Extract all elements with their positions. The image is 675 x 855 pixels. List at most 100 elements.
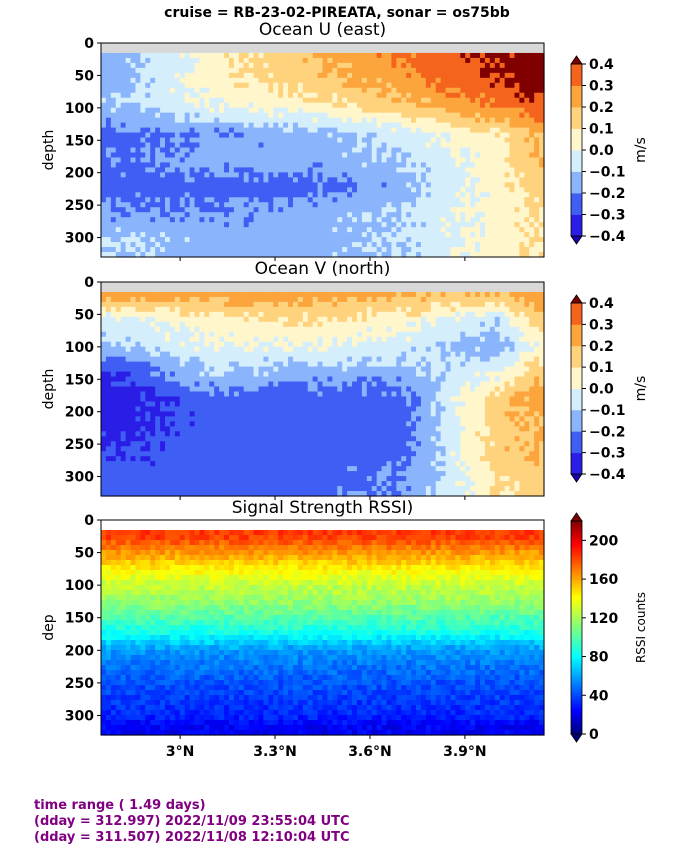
colorbar-band xyxy=(571,171,582,194)
y-tick-label: 100 xyxy=(65,101,94,117)
colorbar-tick-label: 40 xyxy=(589,688,609,704)
colorbar-tick-label: −0.3 xyxy=(589,208,626,224)
colorbar-tick-label: 0.4 xyxy=(589,57,614,73)
colorbar-tick-label: −0.2 xyxy=(589,424,626,440)
colorbar-tick-label: 160 xyxy=(589,572,618,588)
y-axis-label: depth xyxy=(41,130,57,171)
colorbar-band xyxy=(571,367,582,389)
time-range-footer: time range ( 1.49 days) (dday = 312.997)… xyxy=(34,798,350,846)
y-tick-label: 200 xyxy=(65,166,94,182)
colorbar-tick-label: −0.4 xyxy=(589,467,626,483)
colorbar-extend-low xyxy=(570,473,583,483)
colorbar-tick-label: 0.3 xyxy=(589,79,614,95)
colorbar-band xyxy=(571,150,582,172)
y-tick-label: 200 xyxy=(65,405,94,421)
colorbar-band xyxy=(571,303,582,325)
x-tick-label: 3.6°N xyxy=(348,744,392,760)
colorbar-gradient xyxy=(571,521,582,734)
y-tick-label: 0 xyxy=(84,275,94,291)
colorbar-extend-high xyxy=(570,512,583,522)
y-tick-label: 100 xyxy=(65,340,94,356)
start-time-line: (dday = 311.507) 2022/11/08 12:10:04 UTC xyxy=(34,830,350,845)
panel-title: Signal Strength RSSI) xyxy=(232,498,414,518)
y-tick-label: 250 xyxy=(65,676,94,692)
y-tick-label: 150 xyxy=(65,133,94,149)
y-axis-label: depth xyxy=(41,369,57,410)
colorbar-tick-label: 0.0 xyxy=(589,382,614,398)
suptitle: cruise = RB-23-02-PIREATA, sonar = os75b… xyxy=(164,5,510,21)
colorbar-tick-label: −0.1 xyxy=(589,403,626,419)
panel-title: Ocean V (north) xyxy=(255,259,391,279)
y-tick-label: 150 xyxy=(65,372,94,388)
colorbar: 0.4 0.3 0.2 0.1 0.0 −0.1 −0.2 −0.3 −0.4 m/s xyxy=(570,55,649,245)
field-cells xyxy=(101,43,545,258)
end-time-line: (dday = 312.997) 2022/11/09 23:55:04 UTC xyxy=(34,814,350,829)
colorbar-band xyxy=(571,388,582,411)
y-tick-label: 50 xyxy=(75,546,95,562)
panel-ocean-u: Ocean U (east) 0 50 100 150 200 250 300 depth 0.4… xyxy=(41,20,649,261)
colorbar-label: m/s xyxy=(633,137,649,163)
y-tick-label: 0 xyxy=(84,36,94,52)
colorbar: 200 160 120 80 40 0 RSSI counts xyxy=(570,512,648,743)
colorbar-tick-label: 0.2 xyxy=(589,100,614,116)
colorbar-band xyxy=(571,431,582,454)
colorbar-extend-low xyxy=(570,733,583,743)
colorbar-band xyxy=(571,452,582,475)
colorbar-frame xyxy=(570,520,583,735)
y-tick-label: 300 xyxy=(65,708,94,724)
colorbar-tick-label: −0.4 xyxy=(589,229,626,245)
colorbar: 0.4 0.3 0.2 0.1 0.0 −0.1 −0.2 −0.3 −0.4 m/s xyxy=(570,294,649,483)
y-tick-label: 50 xyxy=(75,68,95,84)
colorbar-tick-label: 0.4 xyxy=(589,296,614,312)
colorbar-tick-label: 80 xyxy=(589,650,609,666)
x-tick-label: 3°N xyxy=(166,744,194,760)
colorbar-tick-label: 0.0 xyxy=(589,143,614,159)
colorbar-band xyxy=(571,345,582,368)
y-tick-label: 50 xyxy=(75,307,95,323)
colorbar-tick-label: 200 xyxy=(589,533,618,549)
y-tick-label: 300 xyxy=(65,470,94,486)
colorbar-label: RSSI counts xyxy=(634,592,648,663)
colorbar-tick-label: −0.1 xyxy=(589,165,626,181)
colorbar-band xyxy=(571,128,582,151)
axes-frame xyxy=(100,519,545,736)
y-tick-label: 150 xyxy=(65,611,94,627)
colorbar-extend-low xyxy=(570,235,583,245)
colorbar-tick-label: 120 xyxy=(589,611,618,627)
x-tick-label: 3.3°N xyxy=(253,744,297,760)
y-tick-label: 250 xyxy=(65,198,94,214)
y-tick-label: 250 xyxy=(65,437,94,453)
field-cells xyxy=(101,520,545,736)
colorbar-band xyxy=(571,64,582,86)
colorbar-band xyxy=(571,214,582,237)
colorbar-tick-label: 0.3 xyxy=(589,317,614,333)
y-tick-label: 300 xyxy=(65,231,94,247)
colorbar-extend-high xyxy=(570,294,583,304)
colorbar-label: m/s xyxy=(633,376,649,402)
axes-frame xyxy=(100,281,545,497)
colorbar-band xyxy=(571,107,582,129)
colorbar-tick-label: 0.1 xyxy=(589,122,614,138)
colorbar-tick-label: 0.2 xyxy=(589,339,614,355)
field-cells xyxy=(101,282,545,497)
colorbar-band xyxy=(571,409,582,432)
colorbar-tick-label: −0.3 xyxy=(589,446,626,462)
panel-ocean-v: Ocean V (north) 0 50 100 150 200 250 300 depth 0.… xyxy=(41,259,649,500)
axes-frame xyxy=(100,42,545,258)
y-axis-label: dep xyxy=(41,614,57,641)
colorbar-tick-label: 0.1 xyxy=(589,360,614,376)
time-range-line: time range ( 1.49 days) xyxy=(34,798,206,813)
colorbar-tick-label: 0 xyxy=(589,727,599,743)
panel-title: Ocean U (east) xyxy=(259,20,386,40)
x-tick-label: 3.9°N xyxy=(443,744,487,760)
colorbar-extend-high xyxy=(570,55,583,65)
colorbar-band xyxy=(571,193,582,215)
colorbar-tick-label: −0.2 xyxy=(589,186,626,202)
y-tick-label: 200 xyxy=(65,643,94,659)
y-tick-label: 100 xyxy=(65,578,94,594)
colorbar-band xyxy=(571,85,582,108)
panel-rssi: Signal Strength RSSI) 0 50 100 150 200 250 300 d… xyxy=(41,498,648,760)
colorbar-band xyxy=(571,324,582,347)
y-tick-label: 0 xyxy=(84,513,94,529)
